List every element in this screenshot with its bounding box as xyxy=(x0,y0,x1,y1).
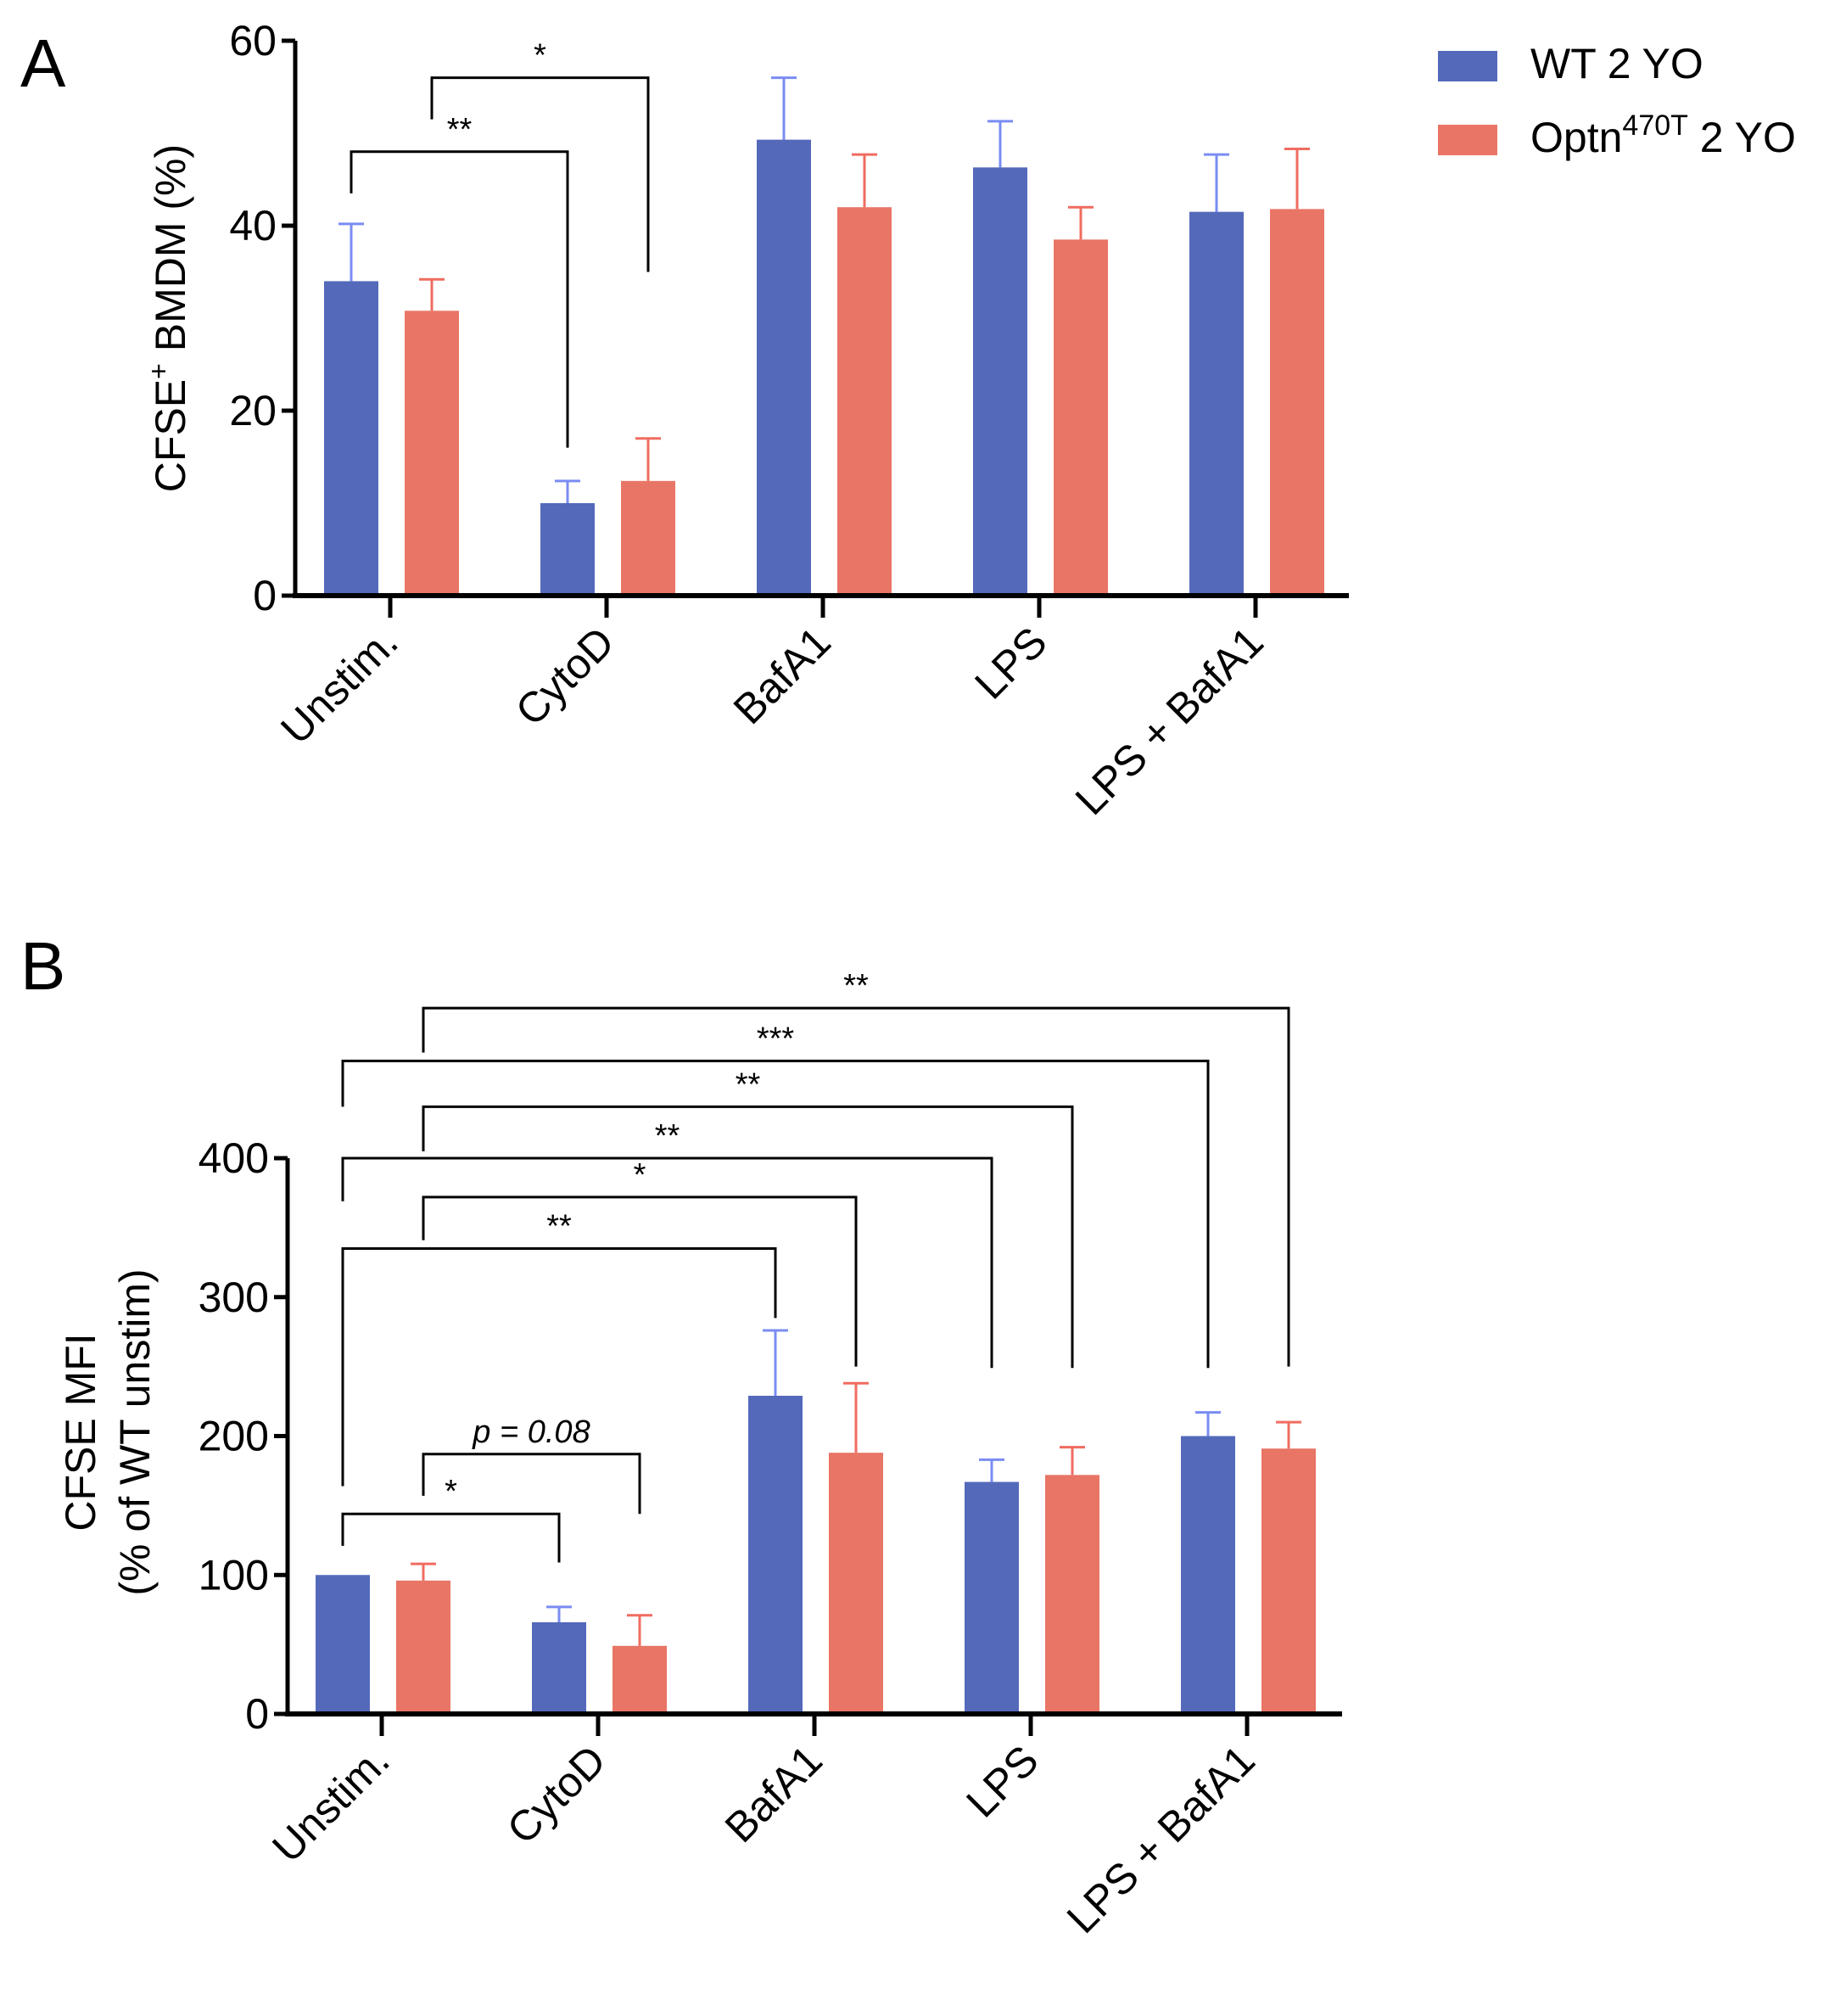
bar-wt xyxy=(532,1621,586,1714)
chart-b: 0 100 200 300 400 Unstim. CytoD BafA1 LPS LPS + B… xyxy=(57,968,1342,1942)
y-axis-label-main: CFSE MFI xyxy=(57,1333,104,1531)
bar-wt xyxy=(1189,211,1244,596)
significance-label: ** xyxy=(546,1208,572,1244)
significance-label: * xyxy=(445,1474,457,1509)
y-tick-label: 20 xyxy=(229,387,277,434)
y-tick-label: 200 xyxy=(199,1413,269,1460)
panel-letter-a: A xyxy=(20,25,66,101)
legend-swatch xyxy=(1438,51,1497,81)
y-tick-label: 0 xyxy=(253,572,277,619)
legend-label-main: WT 2 YO xyxy=(1530,40,1703,87)
x-tick-label: BafA1 xyxy=(724,618,840,733)
significance-bracket xyxy=(422,1196,858,1367)
y-tick-label: 400 xyxy=(199,1134,269,1182)
x-tick-label: LPS xyxy=(957,1736,1047,1826)
y-tick-label: 100 xyxy=(199,1551,269,1599)
significance-bracket xyxy=(341,1246,777,1487)
bar-wt xyxy=(757,139,811,596)
bar-optn xyxy=(829,1453,883,1714)
x-tick-label: BafA1 xyxy=(716,1736,831,1851)
bar-optn xyxy=(1270,209,1324,596)
y-axis-label: CFSE+ BMDM (%) xyxy=(143,144,194,492)
legend-swatch xyxy=(1438,125,1497,155)
panel-letter-b: B xyxy=(20,928,65,1004)
significance-label: * xyxy=(534,38,546,74)
bar-wt xyxy=(748,1396,803,1714)
y-axis-label-rest: BMDM (%) xyxy=(147,144,194,363)
legend-label-rest: 2 YO xyxy=(1688,114,1796,161)
x-tick-label: LPS xyxy=(965,618,1055,708)
legend-label: WT 2 YO xyxy=(1530,40,1703,87)
bar-wt xyxy=(316,1575,370,1714)
significance-label: * xyxy=(634,1157,646,1193)
x-tick-label: CytoD xyxy=(498,1736,615,1853)
significance-bracket xyxy=(341,1059,1210,1369)
bar-optn xyxy=(405,311,459,596)
significance-bracket xyxy=(422,1105,1074,1369)
bar-optn xyxy=(621,480,675,596)
bar-optn xyxy=(1261,1448,1316,1714)
x-tick-label: LPS + BafA1 xyxy=(1066,618,1273,824)
significance-bracket xyxy=(422,1453,641,1515)
x-tick-label: Unstim. xyxy=(263,1736,398,1871)
legend-label-main: Optn xyxy=(1530,114,1622,161)
legend-label: Optn470T 2 YO xyxy=(1530,109,1796,161)
bar-optn xyxy=(396,1580,450,1714)
y-axis-label: CFSE MFI xyxy=(57,1333,104,1531)
significance-bracket xyxy=(430,76,650,272)
significance-bracket xyxy=(350,150,569,448)
legend: WT 2 YO Optn470T 2 YO xyxy=(1438,40,1796,161)
x-tick-label: CytoD xyxy=(506,618,624,735)
significance-label: ** xyxy=(736,1067,761,1102)
significance-label: p = 0.08 xyxy=(472,1414,590,1450)
significance-bracket xyxy=(422,1006,1290,1367)
legend-label-sup: 470T xyxy=(1622,109,1688,142)
bar-optn xyxy=(837,207,892,596)
y-tick-label: 0 xyxy=(245,1690,269,1738)
bar-optn xyxy=(1054,239,1108,596)
y-tick-label: 300 xyxy=(199,1274,269,1321)
bar-wt xyxy=(973,167,1027,596)
y-axis-label-sup: + xyxy=(143,363,174,379)
y-tick-label: 60 xyxy=(229,17,277,64)
significance-label: ** xyxy=(843,968,869,1004)
significance-label: ** xyxy=(447,112,473,148)
bar-wt xyxy=(324,281,378,596)
significance-bracket xyxy=(341,1156,993,1369)
bar-wt xyxy=(965,1481,1019,1714)
significance-bracket xyxy=(341,1512,561,1563)
bar-wt xyxy=(540,503,595,596)
chart-a: 0 20 40 60 Unstim. CytoD BafA1 LPS LPS + BafA1 CF… xyxy=(143,17,1349,824)
y-axis-label-main: CFSE xyxy=(147,379,194,492)
significance-label: ** xyxy=(655,1118,680,1154)
y-axis-label-line2: (% of WT unstim) xyxy=(111,1268,159,1595)
bar-optn xyxy=(1045,1475,1099,1714)
bar-wt xyxy=(1181,1436,1235,1714)
significance-label: *** xyxy=(757,1021,795,1056)
x-tick-label: Unstim. xyxy=(271,618,406,753)
y-tick-label: 40 xyxy=(229,202,277,249)
bar-optn xyxy=(613,1645,667,1714)
x-tick-label: LPS + BafA1 xyxy=(1058,1736,1264,1942)
